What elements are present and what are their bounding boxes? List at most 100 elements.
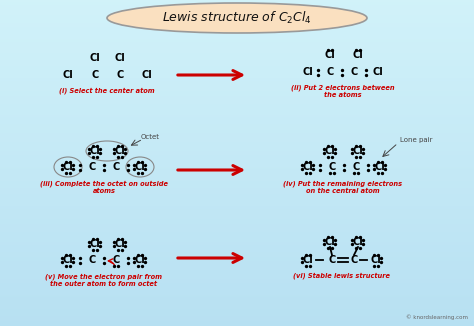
Bar: [0, 242, 474, 243]
Bar: [0, 253, 474, 254]
Bar: [0, 232, 474, 233]
Bar: [0, 12, 474, 13]
Bar: [0, 73, 474, 74]
Bar: [0, 146, 474, 147]
Bar: [0, 20, 474, 21]
Bar: [0, 123, 474, 124]
Text: C: C: [350, 255, 357, 265]
Bar: [0, 241, 474, 242]
Bar: [0, 180, 474, 181]
Bar: [0, 41, 474, 42]
Bar: [0, 177, 474, 178]
Bar: [0, 182, 474, 183]
Bar: [0, 120, 474, 121]
Bar: [0, 274, 474, 275]
Bar: [0, 106, 474, 107]
Bar: [0, 14, 474, 15]
Bar: [0, 282, 474, 283]
Bar: [0, 171, 474, 172]
Bar: [0, 305, 474, 306]
Bar: [0, 185, 474, 186]
Bar: [0, 122, 474, 123]
Text: Cl: Cl: [325, 50, 336, 60]
Bar: [0, 199, 474, 200]
Bar: [0, 2, 474, 3]
Bar: [0, 289, 474, 290]
Bar: [0, 181, 474, 182]
Bar: [0, 35, 474, 36]
Bar: [0, 40, 474, 41]
Bar: [0, 176, 474, 177]
Bar: [0, 164, 474, 165]
Bar: [0, 201, 474, 202]
Bar: [0, 204, 474, 205]
Bar: [0, 136, 474, 137]
Bar: [0, 172, 474, 173]
Bar: [0, 134, 474, 135]
Bar: [0, 36, 474, 37]
Bar: [0, 173, 474, 174]
Text: Cl: Cl: [135, 162, 146, 172]
Bar: [0, 137, 474, 138]
Bar: [0, 286, 474, 287]
Bar: [0, 4, 474, 5]
Bar: [0, 103, 474, 104]
Bar: [0, 142, 474, 143]
Bar: [0, 169, 474, 170]
Bar: [0, 135, 474, 136]
Bar: [0, 219, 474, 220]
Bar: [0, 184, 474, 185]
Text: C: C: [328, 255, 336, 265]
Bar: [0, 39, 474, 40]
Text: C: C: [91, 70, 99, 80]
Bar: [0, 70, 474, 71]
Bar: [0, 90, 474, 91]
Bar: [0, 275, 474, 276]
Bar: [0, 299, 474, 300]
Bar: [0, 304, 474, 305]
Bar: [0, 80, 474, 81]
Bar: [0, 239, 474, 240]
Text: Cl: Cl: [142, 70, 152, 80]
Bar: [0, 321, 474, 322]
Bar: [0, 9, 474, 10]
Bar: [0, 87, 474, 88]
Bar: [0, 97, 474, 98]
Bar: [0, 152, 474, 153]
Bar: [0, 119, 474, 120]
Bar: [0, 324, 474, 325]
Text: Cl: Cl: [325, 146, 336, 156]
Bar: [0, 300, 474, 301]
Bar: [0, 154, 474, 155]
Bar: [0, 316, 474, 317]
Bar: [0, 170, 474, 171]
Bar: [0, 292, 474, 293]
Bar: [0, 293, 474, 294]
Bar: [0, 287, 474, 288]
Bar: [0, 66, 474, 67]
Bar: [0, 277, 474, 278]
Bar: [0, 124, 474, 125]
Bar: [0, 26, 474, 27]
Bar: [0, 114, 474, 115]
Bar: [0, 139, 474, 140]
Bar: [0, 31, 474, 32]
Bar: [0, 111, 474, 112]
Bar: [0, 255, 474, 256]
Bar: [0, 125, 474, 126]
Text: Cl: Cl: [90, 146, 100, 156]
Bar: [0, 28, 474, 29]
Bar: [0, 311, 474, 312]
Bar: [0, 91, 474, 92]
Bar: [0, 266, 474, 267]
Text: Cl: Cl: [90, 239, 100, 249]
Bar: [0, 210, 474, 211]
Bar: [0, 110, 474, 111]
Bar: [0, 190, 474, 191]
Bar: [0, 245, 474, 246]
Text: C: C: [117, 70, 124, 80]
Bar: [0, 226, 474, 227]
Bar: [0, 138, 474, 139]
Bar: [0, 191, 474, 192]
Bar: [0, 116, 474, 117]
